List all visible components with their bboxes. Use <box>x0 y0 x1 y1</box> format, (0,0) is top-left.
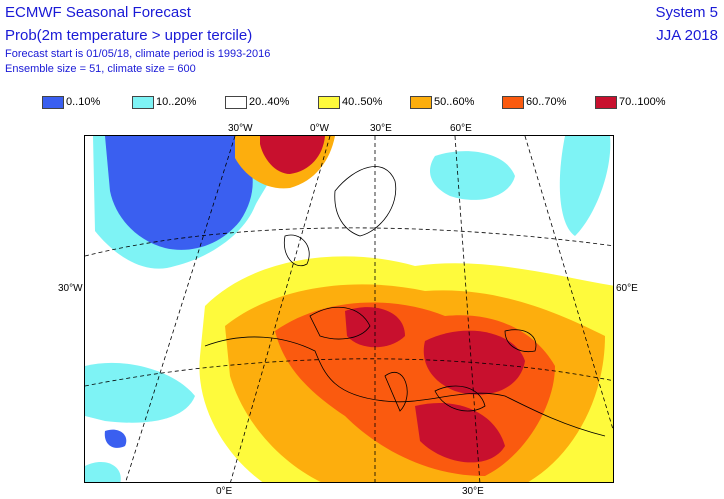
legend-label: 40..50% <box>342 96 383 108</box>
graticule <box>85 136 613 482</box>
map-region-70-100 <box>415 402 505 463</box>
coastlines <box>204 166 606 437</box>
legend: 0..10% 10..20% 20..40% 40..50% 50..60% 6… <box>0 96 724 110</box>
map-region-70-100 <box>260 136 325 174</box>
season-label: JJA 2018 <box>656 27 718 44</box>
forecast-info-line: Forecast start is 01/05/18, climate peri… <box>5 48 271 60</box>
legend-swatch <box>42 96 64 109</box>
legend-label: 10..20% <box>156 96 197 108</box>
ensemble-info-line: Ensemble size = 51, climate size = 600 <box>5 63 196 75</box>
axis-label-top: 30°W <box>228 123 253 134</box>
axis-label-top: 0°W <box>310 123 329 134</box>
legend-label: 70..100% <box>619 96 666 108</box>
map-region-70-100 <box>423 330 525 395</box>
map-region-10-20 <box>559 136 611 236</box>
axis-label-top: 60°E <box>450 123 472 134</box>
map-region-10-20 <box>85 462 121 482</box>
legend-swatch <box>132 96 154 109</box>
legend-swatch <box>225 96 247 109</box>
system-label: System 5 <box>655 4 718 21</box>
map-region-10-20 <box>430 151 515 200</box>
axis-label-top: 30°E <box>370 123 392 134</box>
legend-swatch <box>410 96 432 109</box>
probability-map <box>85 136 613 482</box>
map-panel <box>84 135 614 483</box>
legend-label: 50..60% <box>434 96 475 108</box>
axis-label-bottom: 0°E <box>216 486 233 497</box>
map-region-0-10 <box>105 136 253 250</box>
legend-label: 60..70% <box>526 96 567 108</box>
legend-swatch <box>318 96 340 109</box>
legend-label: 0..10% <box>66 96 101 108</box>
legend-label: 20..40% <box>249 96 290 108</box>
axis-label-right: 60°E <box>616 283 638 294</box>
page-title: ECMWF Seasonal Forecast <box>5 4 191 21</box>
axis-label-bottom: 30°E <box>462 486 484 497</box>
page-subtitle: Prob(2m temperature > upper tercile) <box>5 27 253 44</box>
map-region-10-20 <box>85 362 195 423</box>
map-region-0-10 <box>104 429 127 448</box>
legend-swatch <box>502 96 524 109</box>
legend-swatch <box>595 96 617 109</box>
axis-label-left: 30°W <box>58 283 83 294</box>
